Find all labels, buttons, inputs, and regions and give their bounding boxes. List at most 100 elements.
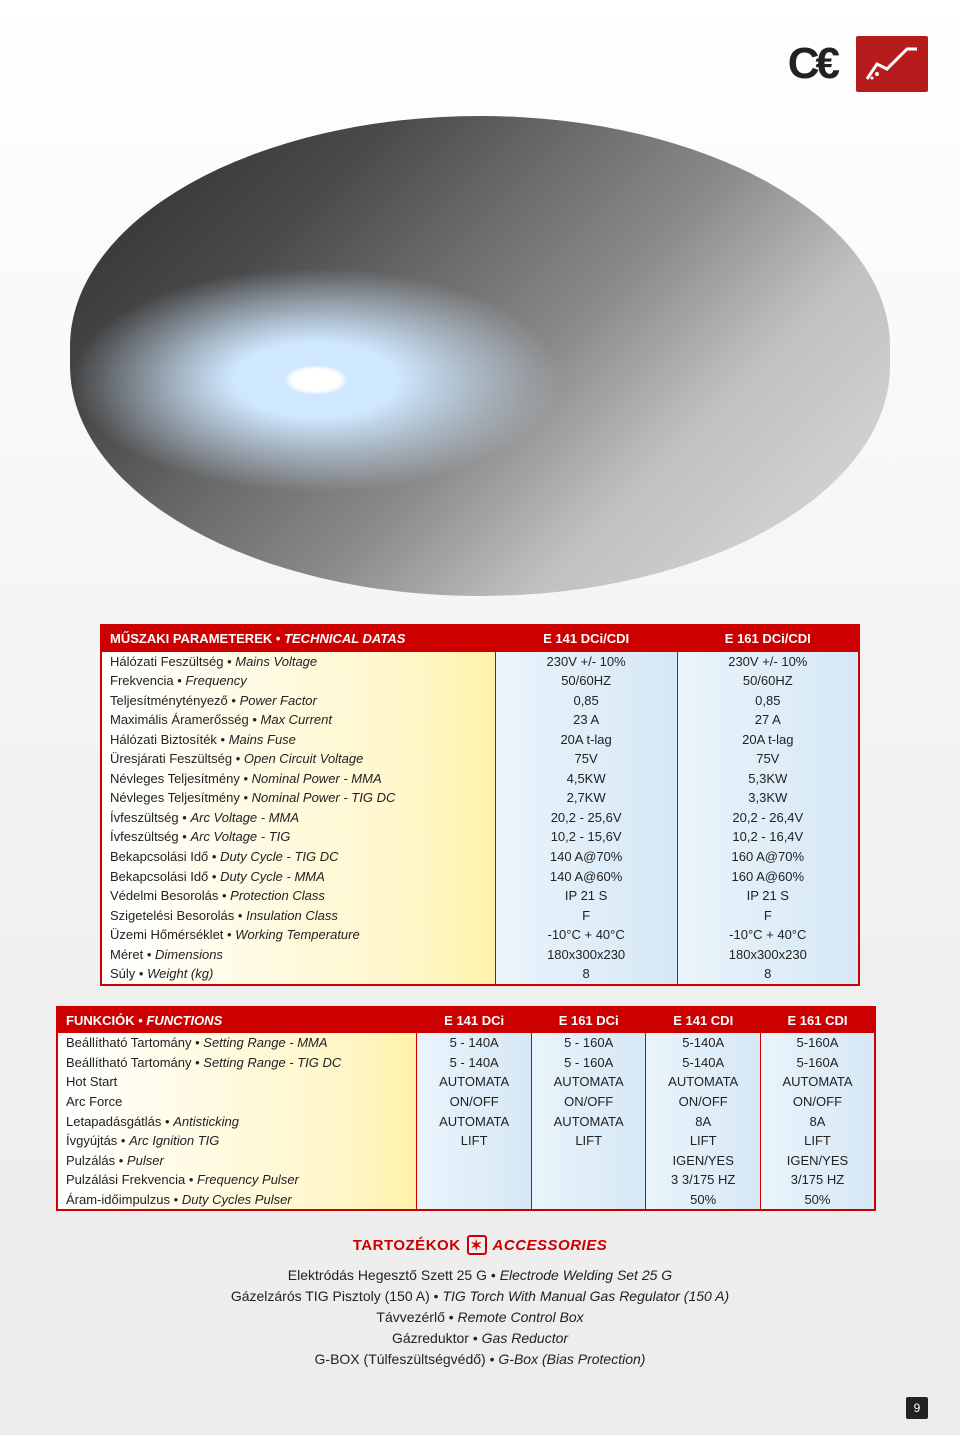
tech-value: 3,3KW: [677, 788, 859, 808]
accessory-item: Gázelzárós TIG Pisztoly (150 A) • TIG To…: [32, 1286, 928, 1307]
tech-row: Bekapcsolási Idő • Duty Cycle - MMA140 A…: [101, 867, 859, 887]
func-row: Beállítható Tartomány • Setting Range - …: [57, 1033, 875, 1053]
func-row-label: Arc Force: [57, 1092, 417, 1112]
func-label-en: Setting Range - MMA: [203, 1035, 327, 1050]
func-value: IGEN/YES: [760, 1151, 875, 1171]
tech-label-hu: Hálózati Feszültség: [110, 654, 223, 669]
func-label-hu: Arc Force: [66, 1094, 122, 1109]
tech-row-label: Súly • Weight (kg): [101, 964, 495, 985]
func-label-en: Arc Ignition TIG: [129, 1133, 219, 1148]
tech-row-label: Bekapcsolási Idő • Duty Cycle - MMA: [101, 867, 495, 887]
tech-label-hu: Szigetelési Besorolás: [110, 908, 234, 923]
func-label-en: Pulser: [127, 1153, 164, 1168]
tech-value: 230V +/- 10%: [677, 652, 859, 672]
tech-label-hu: Bekapcsolási Idő: [110, 869, 208, 884]
tech-label-en: Mains Voltage: [235, 654, 317, 669]
func-value: 8A: [760, 1112, 875, 1132]
func-row-label: Pulzálás • Pulser: [57, 1151, 417, 1171]
tech-label-hu: Méret: [110, 947, 143, 962]
tech-value: 8: [495, 964, 677, 985]
func-value: AUTOMATA: [531, 1112, 646, 1132]
func-model-1: E 161 DCi: [531, 1007, 646, 1034]
func-value: 50%: [760, 1190, 875, 1211]
tech-row-label: Ívfeszültség • Arc Voltage - TIG: [101, 827, 495, 847]
tech-row-label: Hálózati Feszültség • Mains Voltage: [101, 652, 495, 672]
accessories-list: Elektródás Hegesztő Szett 25 G • Electro…: [32, 1265, 928, 1370]
tech-value: 75V: [677, 749, 859, 769]
tech-row-label: Szigetelési Besorolás • Insulation Class: [101, 906, 495, 926]
func-value: LIFT: [417, 1131, 532, 1151]
func-model-0: E 141 DCi: [417, 1007, 532, 1034]
tech-label-hu: Súly: [110, 966, 135, 981]
tech-row: Ívfeszültség • Arc Voltage - MMA20,2 - 2…: [101, 808, 859, 828]
tech-label-en: Duty Cycle - TIG DC: [220, 849, 338, 864]
tech-row-label: Üzemi Hőmérséklet • Working Temperature: [101, 925, 495, 945]
tech-value: 160 A@70%: [677, 847, 859, 867]
tech-title-en: TECHNICAL DATAS: [284, 631, 405, 646]
func-title-cell: FUNKCIÓK • FUNCTIONS: [57, 1007, 417, 1034]
tech-label-en: Open Circuit Voltage: [244, 751, 363, 766]
tech-row: Üresjárati Feszültség • Open Circuit Vol…: [101, 749, 859, 769]
tech-label-en: Weight (kg): [147, 966, 213, 981]
welder-category-icon: [856, 36, 928, 92]
func-row: Hot StartAUTOMATAAUTOMATAAUTOMATAAUTOMAT…: [57, 1072, 875, 1092]
tech-value: 20A t-lag: [495, 730, 677, 750]
func-row: Pulzálási Frekvencia • Frequency Pulser 3…: [57, 1170, 875, 1190]
func-value: LIFT: [646, 1131, 761, 1151]
tech-label-en: Duty Cycle - MMA: [220, 869, 325, 884]
tech-value: 20A t-lag: [677, 730, 859, 750]
func-model-3: E 161 CDI: [760, 1007, 875, 1034]
func-value: 5 - 140A: [417, 1053, 532, 1073]
tech-value: 5,3KW: [677, 769, 859, 789]
func-row: Pulzálás • PulserIGEN/YESIGEN/YES: [57, 1151, 875, 1171]
func-label-hu: Beállítható Tartomány: [66, 1055, 192, 1070]
accessory-en: Remote Control Box: [458, 1309, 584, 1325]
tech-model-0: E 141 DCi/CDI: [495, 625, 677, 652]
tech-row: Névleges Teljesítmény • Nominal Power - …: [101, 769, 859, 789]
func-row-label: Hot Start: [57, 1072, 417, 1092]
tech-value: IP 21 S: [495, 886, 677, 906]
tech-value: 180x300x230: [677, 945, 859, 965]
tech-value: -10°C + 40°C: [677, 925, 859, 945]
func-value: 5-140A: [646, 1053, 761, 1073]
func-value: [531, 1151, 646, 1171]
tech-value: 4,5KW: [495, 769, 677, 789]
func-label-hu: Letapadásgátlás: [66, 1114, 161, 1129]
tech-label-en: Protection Class: [230, 888, 325, 903]
func-value: 5-140A: [646, 1033, 761, 1053]
func-row-label: Beállítható Tartomány • Setting Range - …: [57, 1033, 417, 1053]
tech-row: Üzemi Hőmérséklet • Working Temperature -…: [101, 925, 859, 945]
technical-parameters-table: MŰSZAKI PARAMETEREK • TECHNICAL DATAS E …: [100, 624, 860, 986]
tech-row: Névleges Teljesítmény • Nominal Power - …: [101, 788, 859, 808]
func-value: AUTOMATA: [760, 1072, 875, 1092]
tech-value: 23 A: [495, 710, 677, 730]
func-row-label: Pulzálási Frekvencia • Frequency Pulser: [57, 1170, 417, 1190]
product-photo: [70, 116, 890, 596]
func-value: 5 - 160A: [531, 1033, 646, 1053]
page-number: 9: [906, 1397, 928, 1419]
func-label-hu: Beállítható Tartomány: [66, 1035, 192, 1050]
func-label-en: Frequency Pulser: [197, 1172, 299, 1187]
accessory-hu: Távvezérlő: [376, 1309, 444, 1325]
func-value: 3 3/175 HZ: [646, 1170, 761, 1190]
tech-value: 27 A: [677, 710, 859, 730]
tech-title-cell: MŰSZAKI PARAMETEREK • TECHNICAL DATAS: [101, 625, 495, 652]
func-label-hu: Pulzálási Frekvencia: [66, 1172, 185, 1187]
ce-mark: C€: [788, 39, 836, 89]
tech-label-hu: Teljesítménytényező: [110, 693, 228, 708]
tech-row-label: Frekvencia • Frequency: [101, 671, 495, 691]
func-row: Ívgyújtás • Arc Ignition TIGLIFTLIFTLIFT…: [57, 1131, 875, 1151]
func-row: Beállítható Tartomány • Setting Range - …: [57, 1053, 875, 1073]
func-label-hu: Pulzálás: [66, 1153, 115, 1168]
accessory-item: G-BOX (Túlfeszültségvédő) • G-Box (Bias …: [32, 1349, 928, 1370]
func-value: AUTOMATA: [646, 1072, 761, 1092]
func-value: LIFT: [531, 1131, 646, 1151]
func-row-label: Beállítható Tartomány • Setting Range - …: [57, 1053, 417, 1073]
func-value: 5-160A: [760, 1033, 875, 1053]
tech-row: Méret • Dimensions180x300x230180x300x230: [101, 945, 859, 965]
tech-value: 75V: [495, 749, 677, 769]
func-value: [417, 1190, 532, 1211]
tech-label-en: Arc Voltage - MMA: [190, 810, 299, 825]
tech-label-hu: Védelmi Besorolás: [110, 888, 218, 903]
accessory-item: Elektródás Hegesztő Szett 25 G • Electro…: [32, 1265, 928, 1286]
